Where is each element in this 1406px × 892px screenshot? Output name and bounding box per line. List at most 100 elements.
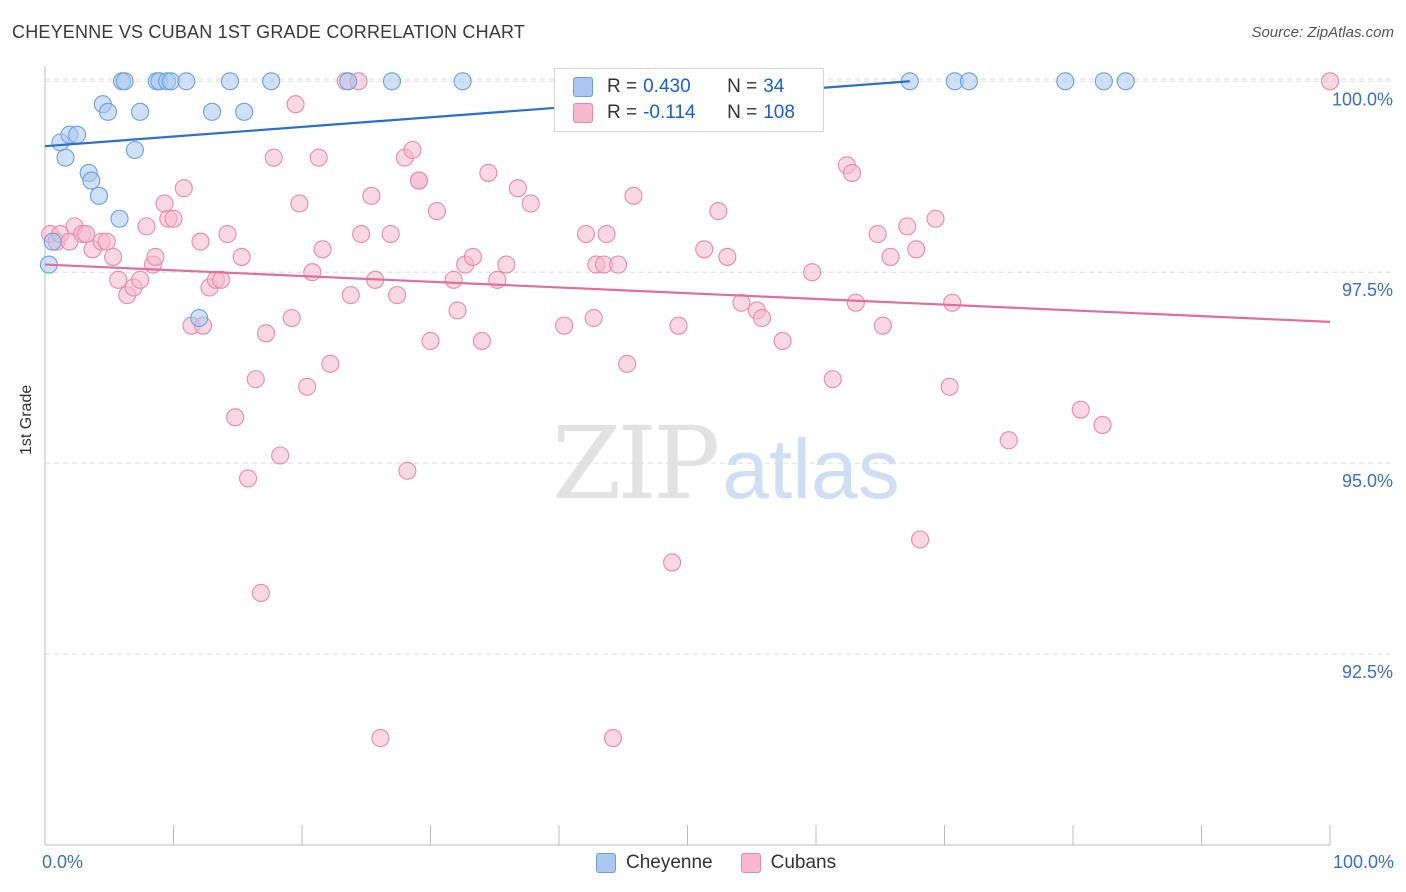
- cubans-point: [362, 186, 381, 205]
- n-label: N =: [727, 102, 758, 123]
- cheyenne-point: [82, 171, 101, 190]
- cubans-point: [669, 316, 688, 335]
- cubans-point: [131, 270, 150, 289]
- cubans-point: [999, 431, 1018, 450]
- cubans-point: [286, 95, 305, 114]
- cubans-point: [881, 247, 900, 266]
- n-value: 34: [763, 76, 785, 97]
- cheyenne-point: [190, 308, 209, 328]
- cubans-point: [709, 202, 728, 221]
- cubans-point: [624, 186, 643, 205]
- cheyenne-point: [220, 72, 240, 91]
- cubans-point: [104, 247, 123, 266]
- cubans-point: [846, 293, 865, 312]
- chart-title: CHEYENNE VS CUBAN 1ST GRADE CORRELATION …: [12, 22, 526, 42]
- cubans-point: [521, 194, 540, 213]
- cubans-point: [381, 224, 400, 244]
- cubans-point: [409, 171, 428, 190]
- cubans-point: [940, 377, 959, 396]
- cubans-point: [264, 148, 283, 167]
- legend-item-cubans[interactable]: Cubans: [740, 852, 837, 874]
- cubans-point: [341, 286, 360, 305]
- cubans-point: [597, 224, 616, 244]
- cubans-point: [472, 331, 491, 350]
- cubans-trend-line: [44, 263, 1331, 323]
- cheyenne-point: [98, 102, 118, 121]
- cubans-point: [403, 140, 422, 160]
- cheyenne-point: [89, 186, 109, 205]
- cubans-point: [479, 163, 498, 182]
- cheyenne-point: [131, 102, 150, 121]
- cubans-point: [943, 293, 962, 312]
- cubans-points: [41, 72, 1340, 748]
- series-legend: Cheyenne Cubans: [596, 852, 864, 874]
- cubans-point: [146, 247, 165, 266]
- r-value: -0.114: [643, 102, 696, 123]
- cubans-point: [298, 377, 317, 396]
- cubans-point: [109, 270, 128, 289]
- cubans-point: [463, 247, 482, 266]
- cheyenne-point: [110, 209, 129, 228]
- legend-label-cheyenne: Cheyenne: [626, 852, 713, 873]
- cubans-point: [842, 163, 862, 182]
- y-tick-label: 100.0%: [1332, 89, 1393, 109]
- cheyenne-swatch: [596, 853, 616, 873]
- cubans-point: [773, 331, 792, 350]
- cheyenne-point: [161, 72, 180, 91]
- x-tick-label-max: 100.0%: [1332, 852, 1394, 872]
- cheyenne-point: [68, 125, 87, 144]
- cubans-point: [1071, 400, 1090, 419]
- cubans-point: [388, 286, 407, 305]
- cubans-point: [251, 583, 270, 603]
- cubans-point: [732, 293, 751, 312]
- cubans-point: [555, 316, 574, 335]
- cubans-point: [398, 461, 417, 480]
- cubans-point: [609, 255, 628, 274]
- cubans-point: [97, 232, 116, 251]
- n-value: 108: [763, 102, 795, 123]
- y-tick-label: 92.5%: [1342, 662, 1393, 682]
- cubans-point: [803, 263, 822, 282]
- cubans-point: [448, 301, 467, 320]
- cubans-point: [444, 270, 463, 289]
- cheyenne-point: [115, 72, 134, 91]
- cheyenne-point: [235, 102, 254, 121]
- cheyenne-point: [262, 72, 281, 91]
- cubans-point: [211, 270, 231, 289]
- cubans-point: [282, 308, 301, 328]
- cubans-point: [618, 354, 637, 373]
- cubans-point: [191, 232, 210, 251]
- cubans-point: [1093, 415, 1112, 435]
- cubans-point: [695, 240, 714, 259]
- legend-row-cubans: R = -0.114 N = 108: [573, 101, 795, 125]
- cheyenne-point: [382, 72, 402, 91]
- source-label: Source: ZipAtlas.com: [1251, 24, 1394, 41]
- cubans-point: [823, 370, 842, 389]
- cheyenne-point: [43, 232, 62, 251]
- cubans-point: [898, 217, 917, 236]
- cubans-point: [290, 194, 309, 213]
- cheyenne-point: [1094, 72, 1113, 91]
- cheyenne-swatch: [573, 77, 593, 97]
- legend-label-cubans: Cubans: [770, 852, 837, 873]
- cheyenne-point: [177, 72, 196, 91]
- legend-item-cheyenne[interactable]: Cheyenne: [596, 852, 713, 874]
- cubans-point: [246, 370, 265, 389]
- y-tick-label: 95.0%: [1342, 471, 1393, 491]
- cubans-point: [218, 224, 237, 244]
- cubans-point: [907, 240, 926, 259]
- cheyenne-point: [1056, 72, 1075, 91]
- cubans-point: [352, 224, 371, 244]
- cubans-point: [873, 316, 892, 335]
- cubans-point: [576, 224, 596, 244]
- cubans-point: [603, 729, 623, 748]
- cubans-point: [155, 194, 174, 213]
- cubans-point: [271, 446, 290, 465]
- n-label: N =: [727, 76, 758, 97]
- cubans-point: [421, 331, 440, 350]
- cubans-point: [718, 247, 737, 266]
- cubans-point: [752, 308, 772, 328]
- cubans-swatch: [740, 853, 761, 873]
- cubans-point: [313, 240, 332, 259]
